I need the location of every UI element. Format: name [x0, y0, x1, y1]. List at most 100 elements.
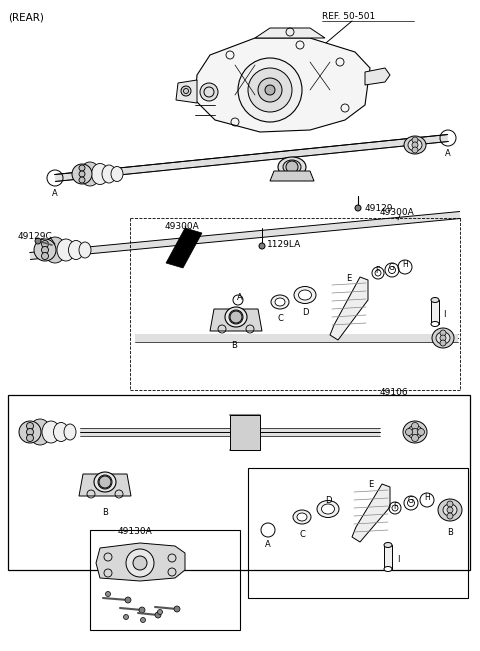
- Ellipse shape: [278, 157, 306, 177]
- Ellipse shape: [98, 475, 112, 489]
- Polygon shape: [55, 135, 448, 182]
- Polygon shape: [255, 28, 325, 38]
- Polygon shape: [30, 212, 460, 260]
- Circle shape: [157, 609, 163, 615]
- Circle shape: [79, 165, 85, 171]
- Text: 49129: 49129: [365, 204, 394, 213]
- Ellipse shape: [384, 566, 392, 572]
- Circle shape: [41, 247, 48, 253]
- Circle shape: [41, 253, 48, 260]
- Ellipse shape: [94, 472, 116, 492]
- Text: B: B: [102, 508, 108, 517]
- Polygon shape: [352, 484, 390, 542]
- Ellipse shape: [431, 298, 439, 303]
- Ellipse shape: [53, 422, 69, 441]
- Text: F: F: [375, 266, 379, 275]
- Text: H: H: [424, 493, 430, 502]
- Text: A: A: [52, 189, 58, 198]
- Ellipse shape: [293, 510, 311, 524]
- Text: E: E: [347, 274, 352, 283]
- Circle shape: [411, 428, 419, 436]
- Circle shape: [26, 428, 34, 436]
- Circle shape: [418, 428, 424, 436]
- Circle shape: [125, 597, 131, 603]
- Text: (REAR): (REAR): [8, 12, 44, 22]
- Ellipse shape: [79, 242, 91, 258]
- Circle shape: [99, 476, 111, 488]
- Ellipse shape: [283, 160, 301, 174]
- Circle shape: [19, 421, 41, 443]
- Ellipse shape: [225, 307, 247, 327]
- Text: 49130A: 49130A: [118, 527, 153, 536]
- Polygon shape: [166, 228, 202, 268]
- Circle shape: [123, 615, 129, 620]
- Circle shape: [155, 612, 161, 618]
- Circle shape: [406, 428, 412, 436]
- Text: F: F: [393, 502, 397, 511]
- Ellipse shape: [431, 322, 439, 327]
- Circle shape: [412, 142, 418, 148]
- Circle shape: [35, 238, 41, 244]
- Circle shape: [200, 83, 218, 101]
- Ellipse shape: [294, 286, 316, 303]
- Text: B: B: [447, 528, 453, 537]
- Circle shape: [412, 147, 418, 153]
- Ellipse shape: [443, 504, 457, 516]
- Ellipse shape: [432, 328, 454, 348]
- Polygon shape: [96, 543, 185, 581]
- Ellipse shape: [102, 165, 116, 183]
- Circle shape: [106, 592, 110, 596]
- Circle shape: [34, 239, 56, 261]
- Polygon shape: [270, 171, 314, 181]
- Circle shape: [440, 340, 446, 346]
- Circle shape: [412, 137, 418, 143]
- Circle shape: [139, 607, 145, 613]
- Bar: [90, 530, 240, 630]
- Text: G: G: [389, 263, 395, 272]
- Circle shape: [286, 161, 298, 173]
- Text: 49106: 49106: [380, 388, 408, 397]
- Bar: [8, 395, 470, 570]
- Ellipse shape: [408, 139, 422, 151]
- Ellipse shape: [404, 136, 426, 154]
- Text: I: I: [397, 555, 399, 564]
- Ellipse shape: [111, 167, 123, 182]
- Polygon shape: [195, 38, 370, 132]
- Text: REF. 50-501: REF. 50-501: [322, 12, 375, 21]
- Ellipse shape: [42, 421, 60, 443]
- Ellipse shape: [317, 501, 339, 518]
- Circle shape: [447, 507, 453, 513]
- Ellipse shape: [44, 237, 66, 263]
- Polygon shape: [318, 44, 324, 49]
- Circle shape: [258, 78, 282, 102]
- Polygon shape: [176, 80, 197, 103]
- Text: B: B: [231, 341, 237, 350]
- Text: C: C: [277, 314, 283, 323]
- Circle shape: [411, 422, 419, 430]
- Text: H: H: [402, 260, 408, 269]
- Ellipse shape: [80, 162, 100, 186]
- Circle shape: [440, 335, 446, 341]
- Text: D: D: [325, 496, 331, 505]
- Circle shape: [447, 513, 453, 519]
- Text: 49129C: 49129C: [18, 232, 53, 241]
- Ellipse shape: [408, 426, 422, 439]
- Ellipse shape: [322, 504, 335, 514]
- Circle shape: [411, 434, 419, 441]
- Text: G: G: [408, 496, 414, 505]
- Ellipse shape: [299, 290, 312, 300]
- Ellipse shape: [271, 295, 289, 309]
- Bar: [135, 334, 458, 342]
- Circle shape: [174, 606, 180, 612]
- Text: 1129LA: 1129LA: [267, 240, 301, 249]
- Circle shape: [181, 86, 191, 96]
- Bar: [248, 468, 468, 598]
- Circle shape: [230, 311, 242, 323]
- Polygon shape: [79, 474, 131, 496]
- Bar: [230, 415, 260, 450]
- Polygon shape: [330, 277, 368, 340]
- Circle shape: [248, 68, 292, 112]
- Ellipse shape: [92, 163, 108, 184]
- Circle shape: [79, 171, 85, 177]
- Ellipse shape: [384, 542, 392, 547]
